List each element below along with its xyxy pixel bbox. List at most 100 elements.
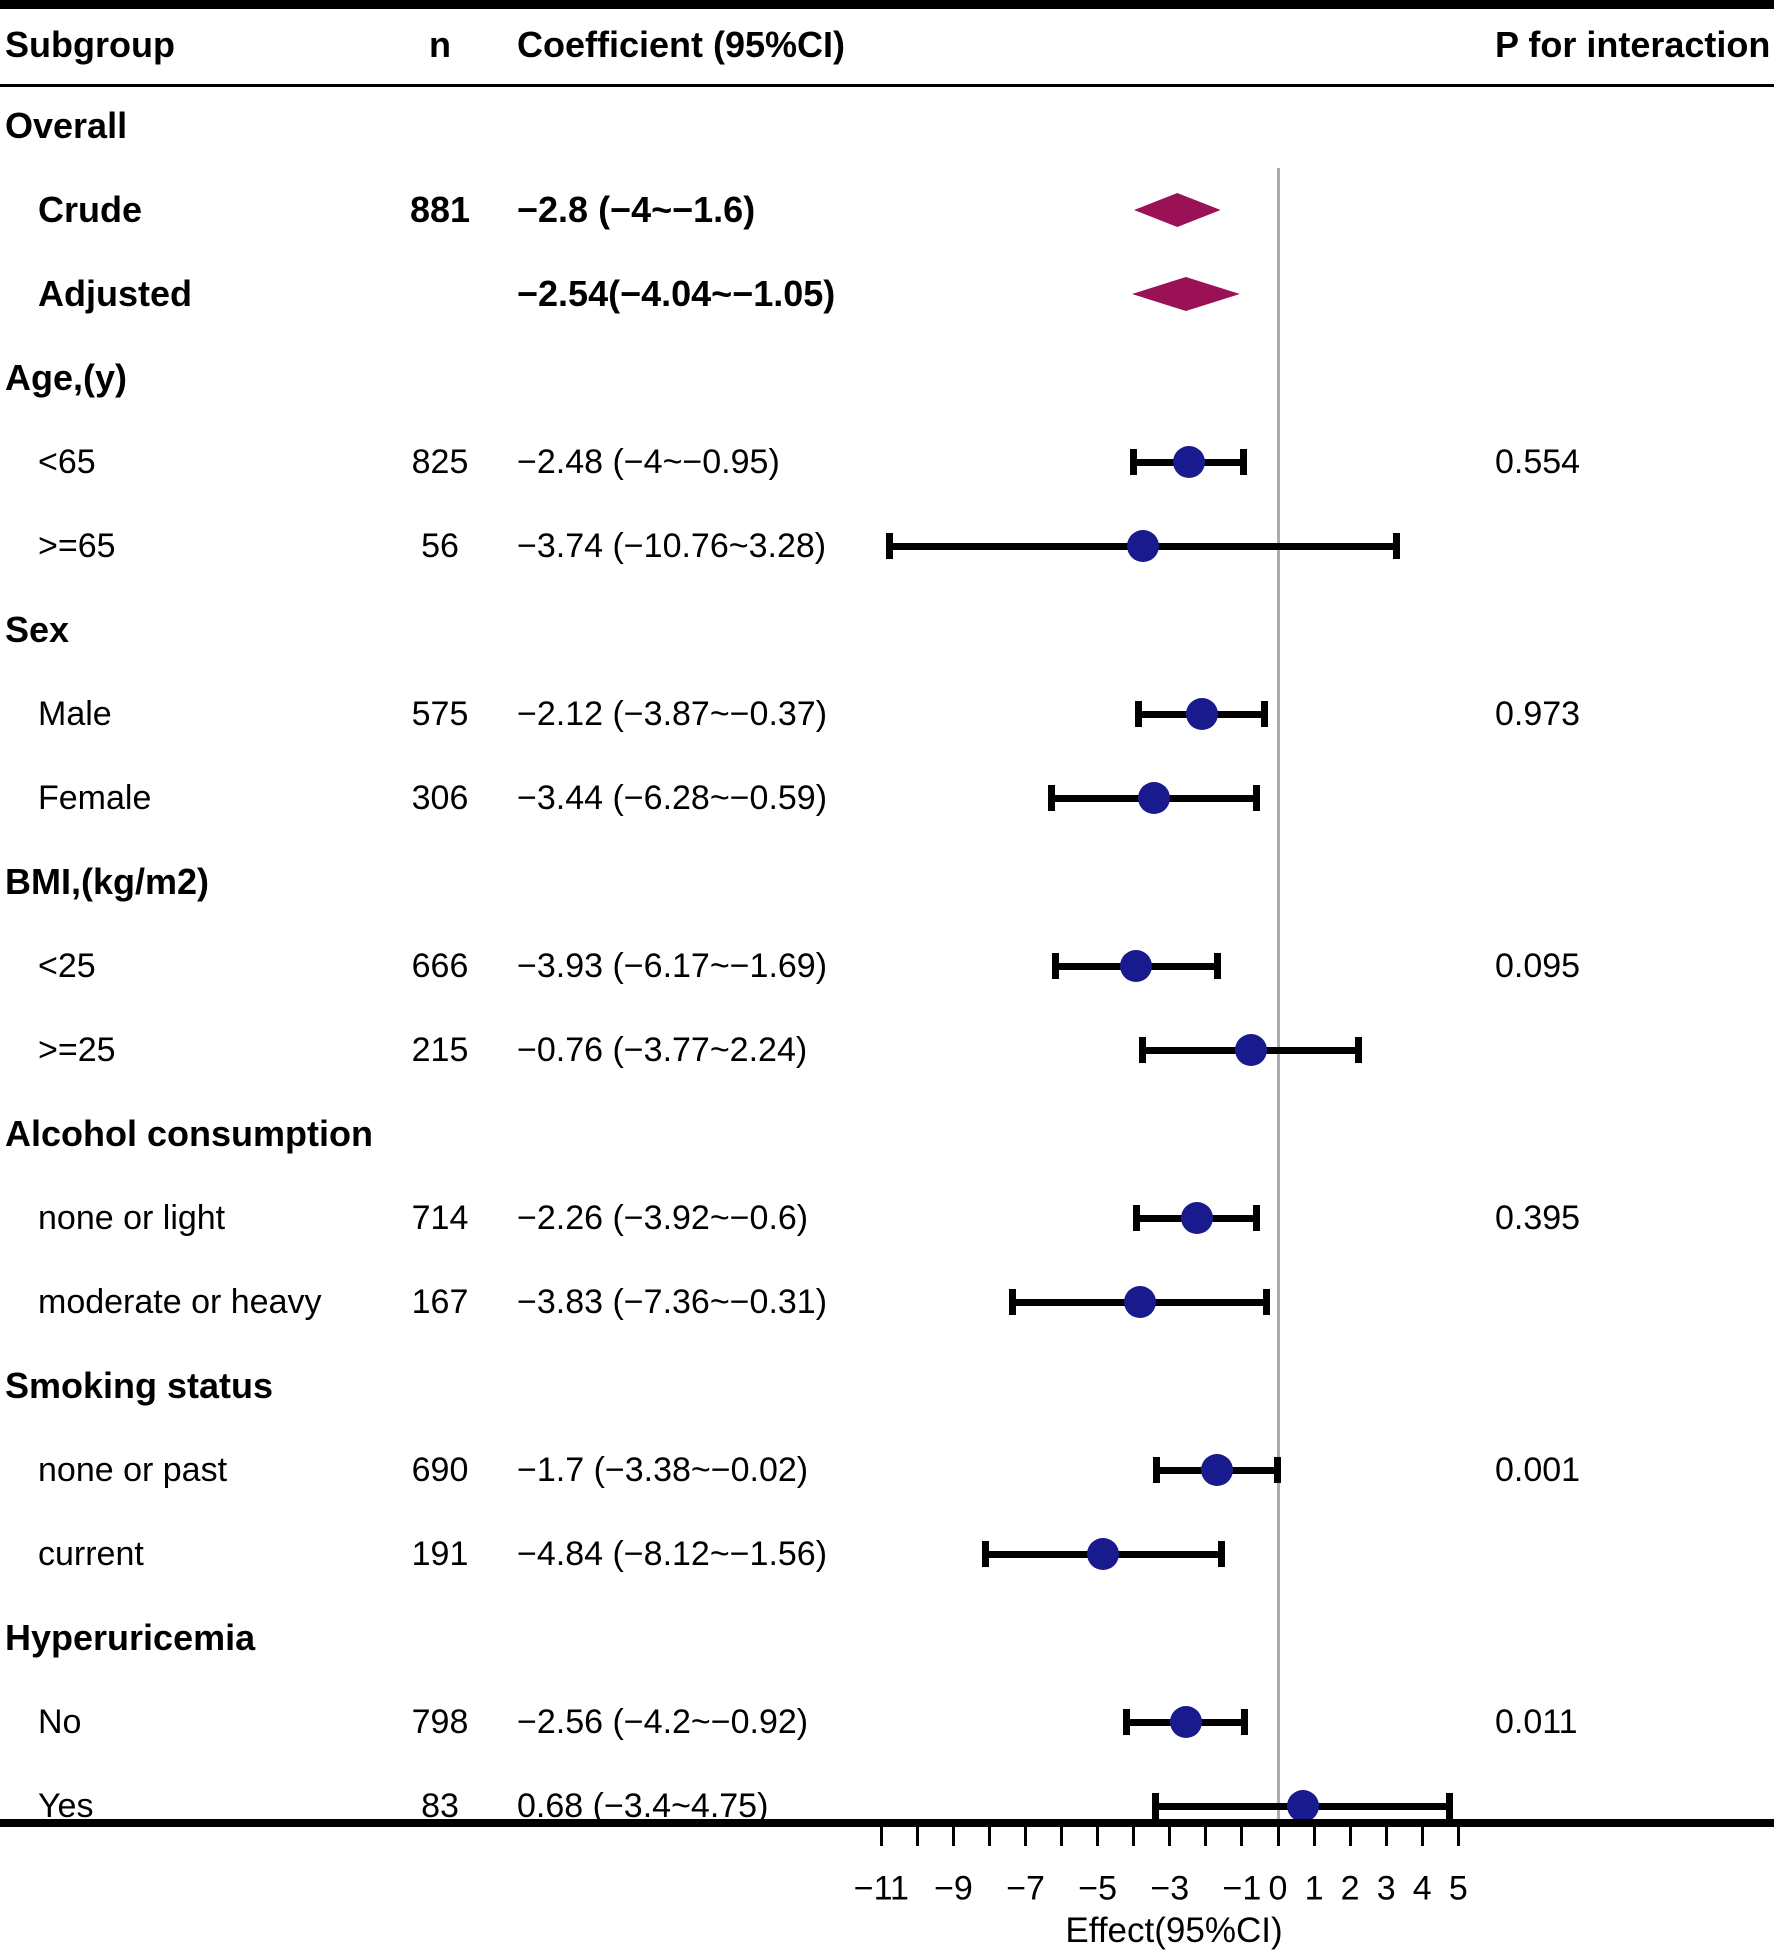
x-axis-tick <box>879 1827 883 1846</box>
point-marker <box>1185 698 1218 730</box>
error-bar-cap <box>981 1541 989 1567</box>
n-value: 191 <box>411 1535 469 1573</box>
x-axis-tick-label: 0 <box>1268 1869 1288 1908</box>
error-bar-cap <box>1052 953 1059 979</box>
row-label: moderate or heavy <box>38 1283 322 1321</box>
error-bar-cap <box>1253 785 1261 811</box>
error-bar-cap <box>1445 1793 1453 1819</box>
row-label: current <box>38 1535 144 1573</box>
ci-text: −3.83 (−7.36~−0.31) <box>517 1283 828 1321</box>
x-axis-tick-label: −11 <box>853 1869 909 1908</box>
n-value: 83 <box>421 1787 459 1825</box>
ci-text: 0.68 (−3.4~4.75) <box>517 1787 769 1825</box>
point-marker <box>1172 446 1205 478</box>
x-axis-tick-label: −9 <box>934 1869 973 1908</box>
row-label: Crude <box>38 189 143 230</box>
p-interaction-value: 0.395 <box>1495 1199 1581 1237</box>
x-axis-tick <box>951 1827 955 1846</box>
x-axis-tick <box>1132 1827 1136 1846</box>
row-label: none or past <box>38 1451 228 1489</box>
p-interaction-value: 0.011 <box>1495 1703 1578 1741</box>
error-bar-cap <box>1392 533 1400 559</box>
n-value: 306 <box>411 779 469 817</box>
x-axis-tick <box>1384 1827 1388 1846</box>
row-label: <25 <box>38 947 96 985</box>
p-interaction-value: 0.001 <box>1495 1451 1581 1489</box>
row-label: Yes <box>38 1787 94 1825</box>
error-bar-cap <box>1048 785 1056 811</box>
point-marker <box>1200 1454 1233 1486</box>
p-interaction-value: 0.554 <box>1495 443 1581 481</box>
row-label: Female <box>38 779 152 817</box>
error-bar-cap <box>1151 1793 1159 1819</box>
ci-text: −2.48 (−4~−0.95) <box>517 443 780 481</box>
error-bar-cap <box>1138 1037 1146 1063</box>
summary-diamond <box>1132 277 1241 311</box>
x-axis-tick-label: 5 <box>1448 1869 1468 1908</box>
error-bar-cap <box>1240 449 1248 475</box>
error-bar-cap <box>1009 1289 1017 1315</box>
zero-reference-line <box>1277 168 1280 1819</box>
ci-text: −0.76 (−3.77~2.24) <box>517 1031 808 1069</box>
point-marker <box>1087 1538 1120 1570</box>
ci-text: −2.12 (−3.87~−0.37) <box>517 695 828 733</box>
row-section-label: Alcohol consumption <box>5 1113 373 1154</box>
column-header-subgroup: Subgroup <box>5 24 175 65</box>
x-axis-title: Effect(95%CI) <box>1065 1911 1283 1950</box>
x-axis-tick <box>915 1827 919 1846</box>
point-marker <box>1180 1202 1213 1234</box>
ci-text: −4.84 (−8.12~−1.56) <box>517 1535 828 1573</box>
ci-text: −3.93 (−6.17~−1.69) <box>517 947 828 985</box>
point-marker <box>1120 950 1153 982</box>
x-axis-tick <box>1420 1827 1424 1846</box>
error-bar-cap <box>1123 1709 1131 1735</box>
point-marker <box>1137 782 1170 814</box>
n-value: 798 <box>411 1703 469 1741</box>
x-axis-tick <box>1276 1827 1280 1846</box>
error-bar-cap <box>1134 701 1142 727</box>
error-bar-cap <box>1261 701 1269 727</box>
p-interaction-value: 0.973 <box>1495 695 1581 733</box>
row-label: No <box>38 1703 82 1741</box>
bottom-border-axis-line <box>0 1819 1774 1827</box>
x-axis-tick-label: 2 <box>1340 1869 1360 1908</box>
ci-text: −2.54(−4.04~−1.05) <box>517 273 836 314</box>
n-value: 714 <box>411 1199 469 1237</box>
p-interaction-value: 0.095 <box>1495 947 1581 985</box>
n-value: 881 <box>409 189 471 230</box>
point-marker <box>1169 1706 1202 1738</box>
error-bar-cap <box>1241 1709 1249 1735</box>
column-header-coefficient: Coefficient (95%CI) <box>517 24 846 65</box>
n-value: 666 <box>411 947 469 985</box>
x-axis-tick <box>1312 1827 1316 1846</box>
point-marker <box>1127 530 1160 562</box>
row-label: Male <box>38 695 112 733</box>
ci-text: −3.44 (−6.28~−0.59) <box>517 779 828 817</box>
n-value: 215 <box>411 1031 469 1069</box>
x-axis-tick-label: 1 <box>1304 1869 1324 1908</box>
header-underline <box>0 84 1774 87</box>
row-section-label: Smoking status <box>5 1365 274 1406</box>
x-axis-tick <box>1240 1827 1244 1846</box>
x-axis-tick-label: 4 <box>1412 1869 1432 1908</box>
error-bar-cap <box>1273 1457 1281 1483</box>
n-value: 575 <box>411 695 469 733</box>
error-bar-cap <box>1218 1541 1226 1567</box>
ci-text: −3.74 (−10.76~3.28) <box>517 527 827 565</box>
row-label: <65 <box>38 443 96 481</box>
x-axis-tick-label: −5 <box>1078 1869 1118 1908</box>
n-value: 56 <box>421 527 459 565</box>
x-axis-tick <box>988 1827 992 1846</box>
x-axis-tick-label: −7 <box>1006 1869 1045 1908</box>
point-marker <box>1286 1790 1319 1822</box>
point-marker <box>1123 1286 1156 1318</box>
x-axis-tick-label: −3 <box>1150 1869 1190 1908</box>
x-axis-tick <box>1456 1827 1460 1846</box>
row-label: >=25 <box>38 1031 116 1069</box>
error-bar-cap <box>1252 1205 1260 1231</box>
row-label: Adjusted <box>38 273 193 314</box>
top-border-line <box>0 0 1774 9</box>
ci-text: −1.7 (−3.38~−0.02) <box>517 1451 809 1489</box>
error-bar-cap <box>1355 1037 1363 1063</box>
